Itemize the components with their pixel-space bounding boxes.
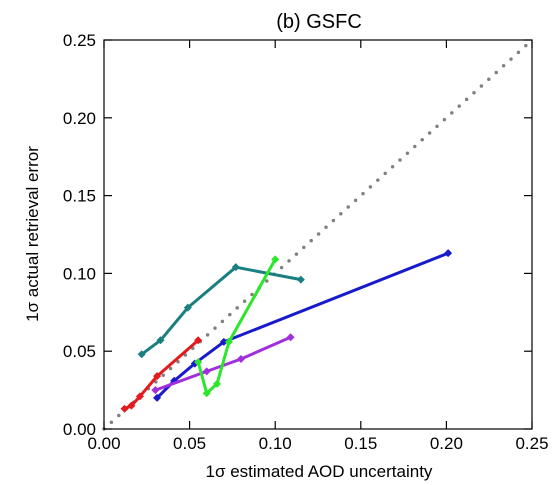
series-3-point-3	[236, 354, 245, 363]
series-4-point-2	[156, 336, 165, 345]
x-tick-label: 0.25	[515, 434, 548, 453]
series-1-point-2	[127, 401, 136, 410]
series-1-point-3	[135, 392, 144, 401]
series-1-point-1	[120, 404, 129, 413]
series-3-point-2	[202, 367, 211, 376]
y-tick-label: 0.20	[63, 109, 96, 128]
y-tick-label: 0.05	[63, 342, 96, 361]
x-tick-label: 0.05	[173, 434, 206, 453]
ticks-layer: 0.00 0.05 0.10 0.15 0.20 0.25 0.00 0.05 0.10 0.15…	[63, 31, 549, 453]
series-2-point-5	[444, 249, 453, 258]
series-5-point-2	[202, 389, 211, 398]
series-layer	[120, 249, 453, 413]
series-3-point-4	[286, 333, 295, 342]
plot-frame	[103, 39, 533, 430]
reference-layer	[102, 38, 534, 431]
series-4-point-5	[296, 275, 305, 284]
series-1-line	[123, 338, 200, 411]
series-4-point-3	[183, 303, 192, 312]
series-1-point-4	[153, 372, 162, 381]
y-tick-label: 0.00	[63, 420, 96, 439]
series-4	[137, 263, 305, 359]
y-tick-label: 0.10	[63, 264, 96, 283]
series-3-point-1	[151, 386, 160, 395]
x-tick-label: 0.00	[87, 434, 120, 453]
series-4-point-1	[137, 350, 146, 359]
series-5-point-1	[194, 358, 203, 367]
series-4-point-4	[231, 263, 240, 272]
one-to-one-reference-line	[102, 38, 534, 431]
series-2	[153, 249, 453, 402]
x-axis-title: 1σ estimated AOD uncertainty	[206, 462, 433, 481]
series-2-point-4	[219, 337, 228, 346]
y-axis-title: 1σ actual retrieval error	[23, 146, 42, 322]
series-1	[120, 336, 203, 413]
chart-title: (b) GSFC	[276, 11, 362, 33]
x-tick-label: 0.10	[259, 434, 292, 453]
series-5-point-3	[212, 379, 221, 388]
y-tick-label: 0.15	[63, 187, 96, 206]
series-5-point-4	[224, 337, 233, 346]
series-1-point-5	[194, 336, 203, 345]
y-tick-label: 0.25	[63, 31, 96, 50]
x-tick-label: 0.15	[344, 434, 377, 453]
series-5	[194, 255, 280, 398]
series-5-point-5	[271, 255, 280, 264]
series-2-point-1	[153, 393, 162, 402]
x-tick-label: 0.20	[430, 434, 463, 453]
